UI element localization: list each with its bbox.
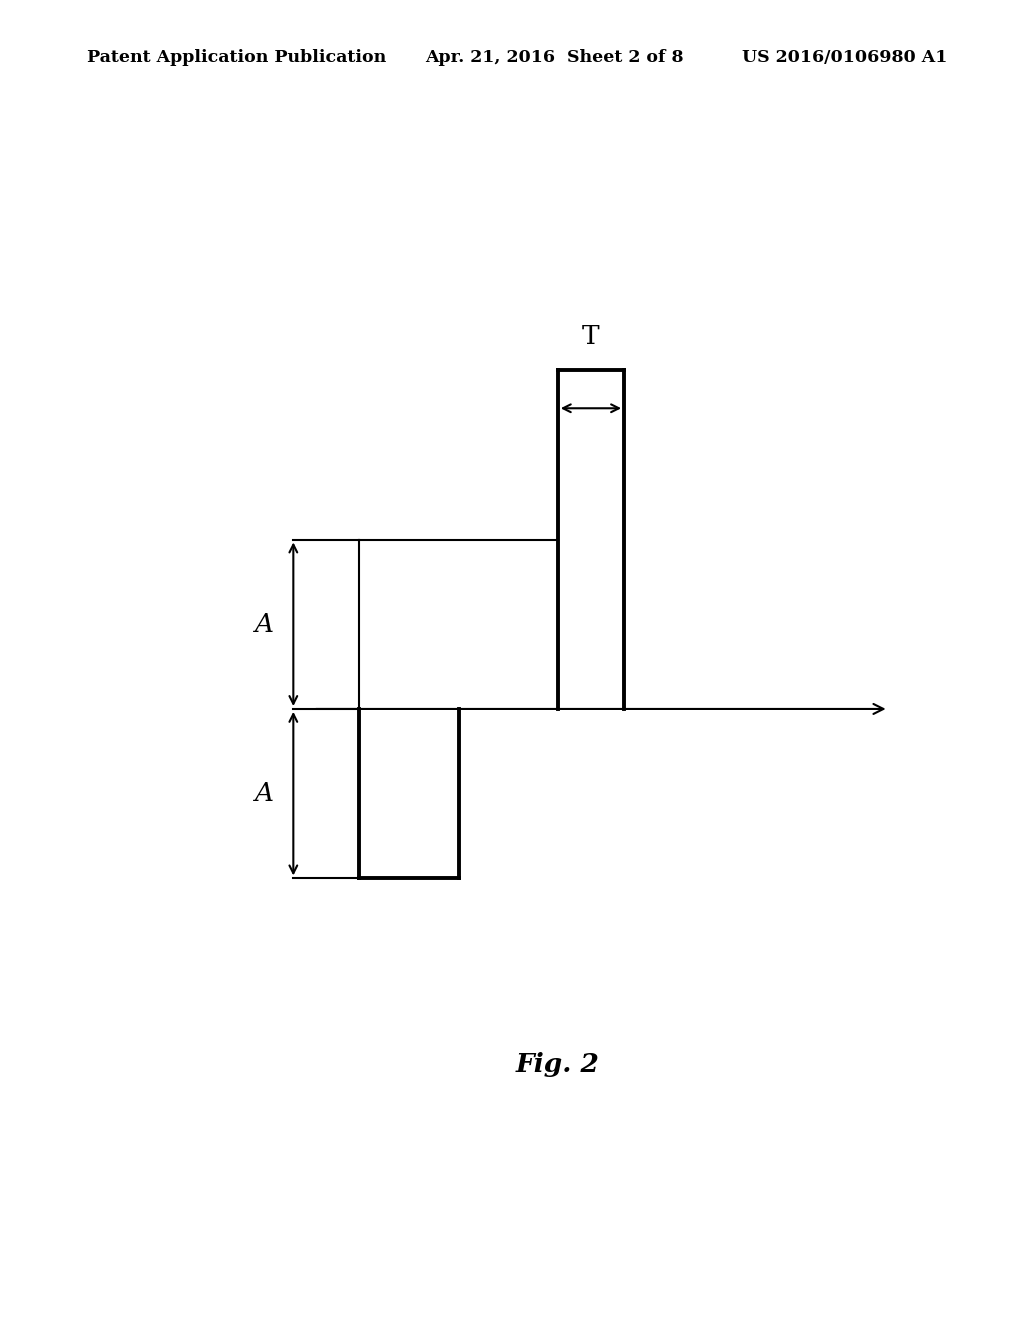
Text: T: T (582, 323, 600, 348)
Text: A: A (254, 781, 273, 807)
Text: US 2016/0106980 A1: US 2016/0106980 A1 (742, 49, 948, 66)
Text: Apr. 21, 2016  Sheet 2 of 8: Apr. 21, 2016 Sheet 2 of 8 (425, 49, 683, 66)
Text: Fig. 2: Fig. 2 (516, 1052, 600, 1077)
Text: A: A (254, 611, 273, 636)
Text: Patent Application Publication: Patent Application Publication (87, 49, 386, 66)
